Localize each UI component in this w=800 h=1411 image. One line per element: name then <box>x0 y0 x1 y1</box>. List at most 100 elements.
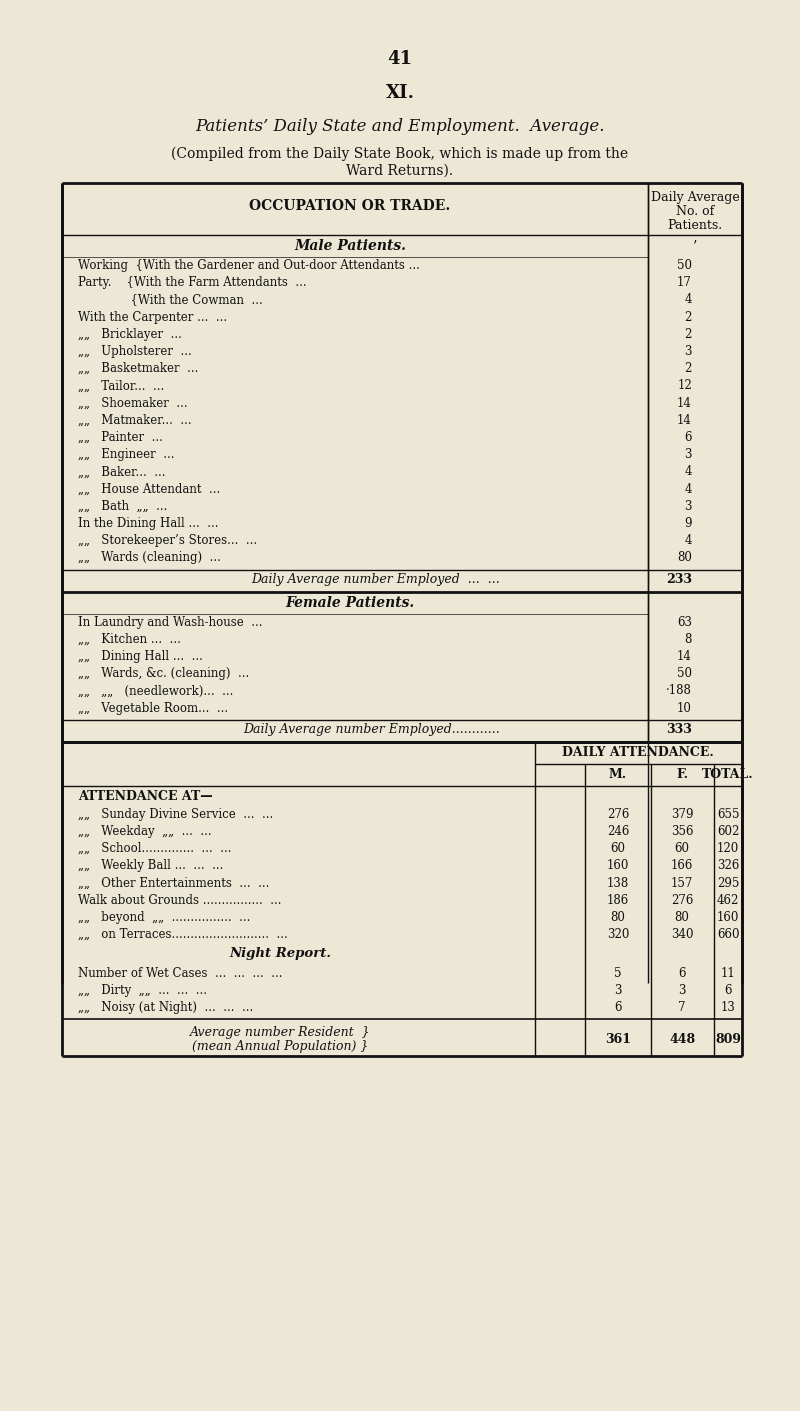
Text: Average number Resident  }: Average number Resident } <box>190 1026 370 1038</box>
Text: 5: 5 <box>614 967 622 979</box>
Text: 120: 120 <box>717 842 739 855</box>
Text: 361: 361 <box>605 1033 631 1046</box>
Text: ’: ’ <box>693 238 697 253</box>
Text: 157: 157 <box>671 876 693 889</box>
Text: 60: 60 <box>610 842 626 855</box>
Text: 160: 160 <box>717 912 739 924</box>
Text: ATTENDANCE AT—: ATTENDANCE AT— <box>78 790 213 803</box>
Text: 11: 11 <box>721 967 735 979</box>
Text: Number of Wet Cases  ...  ...  ...  ...: Number of Wet Cases ... ... ... ... <box>78 967 282 979</box>
Text: 17: 17 <box>677 277 692 289</box>
Text: 4: 4 <box>685 466 692 478</box>
Text: „„   Matmaker...  ...: „„ Matmaker... ... <box>78 413 192 426</box>
Text: 809: 809 <box>715 1033 741 1046</box>
Text: „„   Painter  ...: „„ Painter ... <box>78 430 163 444</box>
Text: 320: 320 <box>607 928 629 941</box>
Text: „„   on Terraces..........................  ...: „„ on Terraces..........................… <box>78 928 288 941</box>
Text: 276: 276 <box>671 893 693 907</box>
Text: 333: 333 <box>666 722 692 735</box>
Text: With the Carpenter ...  ...: With the Carpenter ... ... <box>78 310 227 323</box>
Text: „„   Storekeeper’s Stores...  ...: „„ Storekeeper’s Stores... ... <box>78 535 257 547</box>
Text: 12: 12 <box>678 380 692 392</box>
Text: 2: 2 <box>685 363 692 375</box>
Text: 8: 8 <box>685 632 692 646</box>
Text: No. of: No. of <box>676 205 714 219</box>
Text: 9: 9 <box>685 516 692 531</box>
Text: 340: 340 <box>670 928 694 941</box>
Text: „„   Tailor...  ...: „„ Tailor... ... <box>78 380 164 392</box>
Text: „„   Shoemaker  ...: „„ Shoemaker ... <box>78 396 188 409</box>
Text: 4: 4 <box>685 293 692 306</box>
Text: 3: 3 <box>685 499 692 512</box>
Text: 602: 602 <box>717 825 739 838</box>
Text: 41: 41 <box>387 49 413 68</box>
Text: 3: 3 <box>678 983 686 996</box>
Text: TOTAL.: TOTAL. <box>702 768 754 780</box>
Text: (mean Annual Population) }: (mean Annual Population) } <box>192 1040 368 1053</box>
Text: Patients.: Patients. <box>667 219 722 231</box>
Text: Working  {With the Gardener and Out-door Attendants ...: Working {With the Gardener and Out-door … <box>78 260 420 272</box>
Text: M.: M. <box>609 768 627 780</box>
Text: Daily Average number Employed  ...  ...: Daily Average number Employed ... ... <box>251 573 500 586</box>
Text: 246: 246 <box>607 825 629 838</box>
Text: 3: 3 <box>685 346 692 358</box>
Text: 14: 14 <box>677 650 692 663</box>
Text: DAILY ATTENDANCE.: DAILY ATTENDANCE. <box>562 746 714 759</box>
Text: 379: 379 <box>670 809 694 821</box>
Text: 6: 6 <box>678 967 686 979</box>
Text: 3: 3 <box>685 449 692 461</box>
Text: „„   House Attendant  ...: „„ House Attendant ... <box>78 483 220 495</box>
Text: 160: 160 <box>607 859 629 872</box>
Text: (Compiled from the Daily State Book, which is made up from the: (Compiled from the Daily State Book, whi… <box>171 147 629 161</box>
Text: 2: 2 <box>685 327 692 341</box>
Text: Male Patients.: Male Patients. <box>294 238 406 253</box>
Text: 3: 3 <box>614 983 622 996</box>
Text: „„   Dining Hall ...  ...: „„ Dining Hall ... ... <box>78 650 203 663</box>
Text: 6: 6 <box>614 1000 622 1015</box>
Text: Party.    {With the Farm Attendants  ...: Party. {With the Farm Attendants ... <box>78 277 306 289</box>
Text: 6: 6 <box>685 430 692 444</box>
Text: {With the Cowman  ...: {With the Cowman ... <box>78 293 262 306</box>
Text: 7: 7 <box>678 1000 686 1015</box>
Text: 166: 166 <box>671 859 693 872</box>
Text: Patients’ Daily State and Employment.  Average.: Patients’ Daily State and Employment. Av… <box>195 119 605 135</box>
Text: F.: F. <box>676 768 688 780</box>
Text: XI.: XI. <box>386 85 414 102</box>
Text: 60: 60 <box>674 842 690 855</box>
Text: 138: 138 <box>607 876 629 889</box>
Text: 13: 13 <box>721 1000 735 1015</box>
Text: „„   Wards (cleaning)  ...: „„ Wards (cleaning) ... <box>78 552 221 564</box>
Text: In Laundry and Wash-house  ...: In Laundry and Wash-house ... <box>78 615 262 628</box>
Text: „„   Engineer  ...: „„ Engineer ... <box>78 449 174 461</box>
Text: 326: 326 <box>717 859 739 872</box>
Text: 448: 448 <box>669 1033 695 1046</box>
Text: 80: 80 <box>610 912 626 924</box>
Text: 50: 50 <box>677 260 692 272</box>
Text: „„   Sunday Divine Service  ...  ...: „„ Sunday Divine Service ... ... <box>78 809 274 821</box>
Text: „„   Noisy (at Night)  ...  ...  ...: „„ Noisy (at Night) ... ... ... <box>78 1000 254 1015</box>
Text: „„   Dirty  „„  ...  ...  ...: „„ Dirty „„ ... ... ... <box>78 983 207 996</box>
Text: 186: 186 <box>607 893 629 907</box>
Text: Daily Average number Employed............: Daily Average number Employed...........… <box>243 722 500 735</box>
Text: 233: 233 <box>666 573 692 586</box>
Text: OCCUPATION OR TRADE.: OCCUPATION OR TRADE. <box>250 199 450 213</box>
Text: 10: 10 <box>677 701 692 714</box>
Text: Walk about Grounds ................  ...: Walk about Grounds ................ ... <box>78 893 282 907</box>
Text: ·188: ·188 <box>666 684 692 697</box>
Text: 80: 80 <box>674 912 690 924</box>
Text: 356: 356 <box>670 825 694 838</box>
Text: 63: 63 <box>677 615 692 628</box>
Text: „„   Upholsterer  ...: „„ Upholsterer ... <box>78 346 192 358</box>
Text: „„   Vegetable Room...  ...: „„ Vegetable Room... ... <box>78 701 228 714</box>
Text: Night Report.: Night Report. <box>229 947 331 961</box>
Text: Female Patients.: Female Patients. <box>286 595 414 610</box>
Text: 276: 276 <box>607 809 629 821</box>
Text: „„   Basketmaker  ...: „„ Basketmaker ... <box>78 363 198 375</box>
Text: 80: 80 <box>677 552 692 564</box>
Text: 50: 50 <box>677 667 692 680</box>
Text: 2: 2 <box>685 310 692 323</box>
Text: „„   Other Entertainments  ...  ...: „„ Other Entertainments ... ... <box>78 876 270 889</box>
Text: 6: 6 <box>724 983 732 996</box>
Text: 295: 295 <box>717 876 739 889</box>
Text: 462: 462 <box>717 893 739 907</box>
